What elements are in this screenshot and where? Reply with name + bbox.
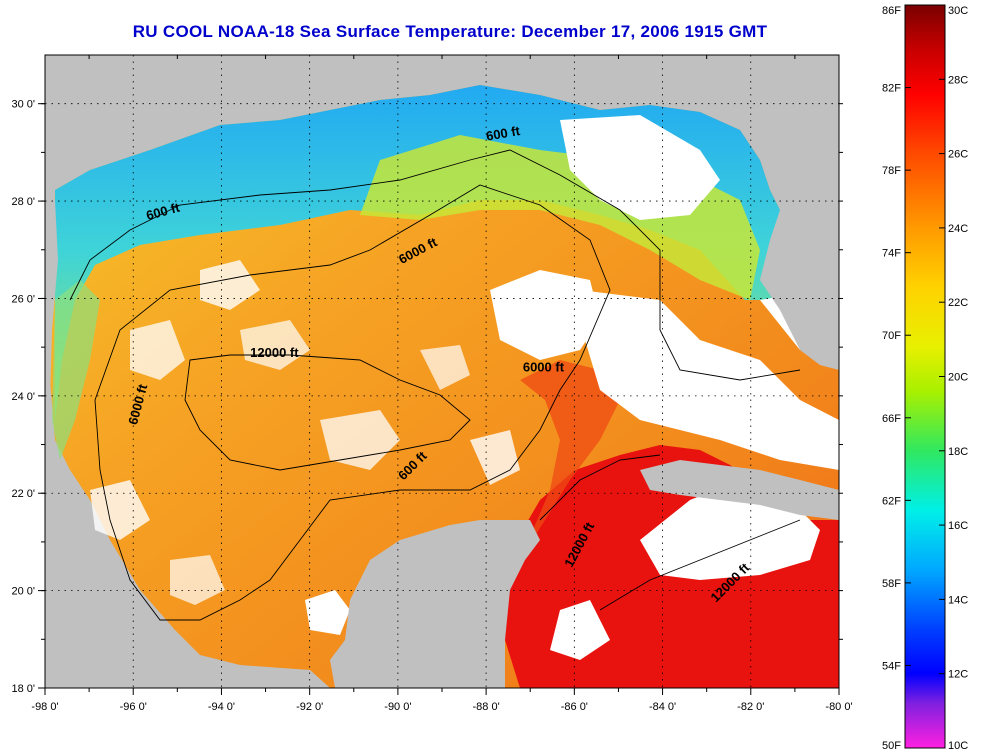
contour-600ft — [69, 149, 801, 381]
land-masses — [45, 55, 839, 688]
colorbar-c-label: 30C — [948, 5, 968, 17]
colorbar-c-label: 24C — [948, 223, 968, 235]
colorbar-f-label: 78F — [882, 165, 901, 177]
cuba-island — [640, 460, 839, 520]
colorbar-f-label: 50F — [882, 740, 901, 752]
colorbar-celsius-labels: 30C 28C 26C 24C 22C 20C 18C 16C 14C 12C 10C — [948, 5, 968, 752]
loop-current-water — [520, 360, 620, 560]
y-tick-label: 24 0' — [11, 391, 35, 403]
x-tick-label: -82 0' — [737, 701, 764, 713]
colorbar-f-label: 86F — [882, 5, 901, 17]
colorbar-c-label: 28C — [948, 74, 968, 86]
x-tick-label: -88 0' — [473, 701, 500, 713]
map-grid — [45, 55, 839, 688]
contour-12000ft — [184, 354, 471, 471]
x-tick-label: -96 0' — [120, 701, 147, 713]
x-tick-label: -94 0' — [208, 701, 235, 713]
colorbar-scale — [904, 4, 946, 749]
florida-peninsula — [760, 55, 839, 370]
contour-label: 12000 ft — [250, 345, 299, 360]
x-tick-label: -90 0' — [384, 701, 411, 713]
colorbar-c-label: 10C — [948, 740, 968, 752]
y-axis-labels: 18 0' 20 0' 22 0' 24 0' 26 0' 28 0' 30 0' — [11, 99, 35, 695]
map-title: RU COOL NOAA-18 Sea Surface Temperature:… — [132, 22, 768, 41]
x-tick-label: -84 0' — [649, 701, 676, 713]
colorbar-f-label: 58F — [882, 578, 901, 590]
x-tick-label: -98 0' — [31, 701, 58, 713]
y-tick-label: 26 0' — [11, 293, 35, 305]
y-tick-label: 22 0' — [11, 488, 35, 500]
colorbar-f-label: 70F — [882, 330, 901, 342]
colorbar-f-label: 82F — [882, 83, 901, 95]
colorbar: 86F 82F 78F 74F 70F 66F 62F 58F 54F 50F 30C 28C 26C… — [882, 4, 968, 752]
yucatan-peninsula — [330, 520, 540, 688]
y-tick-label: 28 0' — [11, 196, 35, 208]
contour-label: 6000 ft — [523, 360, 565, 375]
colorbar-c-label: 18C — [948, 446, 968, 458]
west-coast-cool-water — [52, 280, 100, 460]
colorbar-fahrenheit-labels: 86F 82F 78F 74F 70F 66F 62F 58F 54F 50F — [882, 5, 901, 752]
colorbar-f-label: 62F — [882, 495, 901, 507]
contour-6000ft — [94, 184, 611, 621]
colorbar-f-label: 54F — [882, 660, 901, 672]
colorbar-c-label: 12C — [948, 669, 968, 681]
colorbar-c-label: 26C — [948, 149, 968, 161]
contour-caribbean — [539, 454, 801, 611]
colorbar-f-label: 74F — [882, 248, 901, 260]
y-tick-label: 20 0' — [11, 586, 35, 598]
contour-label: 600 ft — [485, 123, 522, 144]
y-tick-label: 18 0' — [11, 683, 35, 695]
colorbar-c-label: 20C — [948, 372, 968, 384]
colorbar-c-label: 22C — [948, 297, 968, 309]
bathymetry-contours — [69, 149, 801, 621]
x-axis-labels: -98 0' -96 0' -94 0' -92 0' -90 0' -88 0' -86 … — [31, 701, 852, 713]
x-tick-label: -92 0' — [296, 701, 323, 713]
y-tick-label: 30 0' — [11, 99, 35, 111]
x-tick-label: -80 0' — [825, 701, 852, 713]
axis-ticks — [38, 55, 843, 695]
colorbar-ticks — [905, 4, 945, 749]
colorbar-c-label: 16C — [948, 520, 968, 532]
colorbar-c-label: 14C — [948, 594, 968, 606]
mexico-coast — [45, 185, 330, 688]
colorbar-f-label: 66F — [882, 413, 901, 425]
northern-coastline — [45, 55, 839, 185]
x-tick-label: -86 0' — [561, 701, 588, 713]
